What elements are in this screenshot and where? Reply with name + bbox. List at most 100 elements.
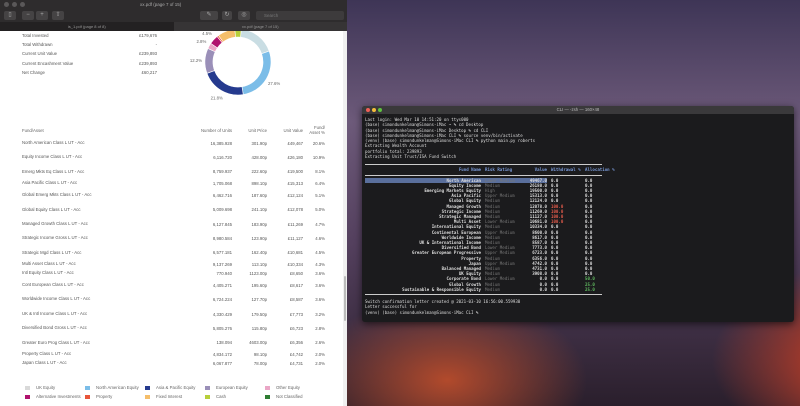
terminal-cell: Corporate Bond: [446, 276, 481, 282]
terminal-title-bar: CLI — -zsh — 160×48: [362, 106, 794, 114]
table-row[interactable]: Property Class L UT - Acc 4,834.172 98.10p…: [22, 350, 327, 359]
terminal-cell: Medium: [485, 271, 500, 277]
markup-pen-icon[interactable]: ✎: [200, 11, 218, 20]
tab-is-1-pdf[interactable]: is_1.pdf (page 8 of 8): [67, 24, 106, 29]
table-row[interactable]: Asia Pacific Class L UT - Acc 1,705.068 89…: [22, 179, 327, 188]
legend-label: Alternative Investments: [36, 394, 81, 399]
terminal-cell: 19500.0: [529, 187, 547, 193]
table-cell: 6,127.845: [212, 221, 232, 227]
table-row[interactable]: Global Equity Class L UT - Acc 5,009.698 2…: [22, 203, 327, 217]
table-row[interactable]: Equity Income Class L UT - Acc 6,116.720 4…: [22, 150, 327, 164]
terminal-cell: 0.0: [551, 182, 559, 188]
tab-bar: is_1.pdf (page 8 of 8) xx.pdf (page 7 of…: [0, 22, 347, 31]
table-row[interactable]: UK & Intl Income Class L UT - Acc 4,330.4…: [22, 307, 327, 321]
terminal-table-row: Managed Growth Medium 12078.0 100.0 0.0: [365, 204, 791, 209]
terminal-cell: 0.0: [585, 193, 593, 199]
donut-slice-uk-equity: [240, 31, 270, 55]
table-cell: 6.4%: [315, 181, 325, 187]
table-cell: 6,724.224: [212, 297, 232, 303]
terminal-cell: 4731.0: [532, 266, 547, 272]
table-cell: £4,731: [289, 361, 303, 367]
terminal-cell: Lower Medium: [481, 177, 521, 183]
legend-label: Cash: [216, 394, 227, 399]
terminal-cell: Strategic Managed: [439, 214, 481, 219]
terminal-cell: Emerging Markets Equity: [424, 187, 481, 193]
table-row[interactable]: Managed Growth Class L UT - Acc 6,127.845…: [22, 217, 327, 231]
terminal-cell: Continental European: [431, 229, 481, 235]
terminal-cell: 0.0: [551, 245, 559, 251]
scrollbar-thumb[interactable]: [344, 276, 346, 321]
terminal-line: (venv) (base) simondunkelman@Simons-iMac…: [365, 138, 536, 144]
terminal-cell: 25.0: [585, 286, 595, 292]
close-button[interactable]: [4, 2, 9, 7]
table-cell: 183.90p: [251, 221, 267, 227]
legend-swatch: [85, 394, 90, 399]
legend-swatch: [205, 385, 210, 390]
terminal-cell: 0.0: [551, 177, 559, 183]
terminal-cell: 0.0: [585, 182, 593, 188]
terminal-cell: 0.0: [551, 286, 559, 292]
terminal-cell: 0.0: [551, 224, 559, 230]
terminal-cell: 0.0: [551, 276, 559, 282]
table-row[interactable]: Worldwide Income Class L UT - Acc 6,724.2…: [22, 293, 327, 307]
summary-value: £179,676: [139, 33, 157, 38]
scrollbar[interactable]: [343, 31, 347, 406]
terminal-cell: 0.0: [551, 229, 559, 235]
table-cell: 3.6%: [315, 271, 325, 277]
summary-label: Total Invested: [22, 33, 49, 38]
table-cell: 3.6%: [315, 297, 325, 303]
table-cell: £8,587: [289, 297, 303, 303]
minimize-button[interactable]: [372, 108, 376, 112]
table-row[interactable]: Emerg Mkts Eq Class L UT - Acc 8,759.937 2…: [22, 165, 327, 179]
zoom-button[interactable]: [378, 108, 382, 112]
table-row[interactable]: Intl Equity Class L UT - Acc 770.940 1123.…: [22, 269, 327, 278]
table-row[interactable]: Cont European Class L UT - Acc 4,405.271 1…: [22, 278, 327, 292]
terminal-cell: 10681.0: [529, 219, 547, 225]
terminal-table-row: Strategic Managed Medium 11127.0 100.0 0.0: [365, 214, 791, 219]
terminal-cell: 0.0: [585, 271, 593, 277]
terminal-cell: Equity Income: [448, 182, 481, 188]
table-row[interactable]: Multi Asset Class L UT - Acc 9,137.269 113…: [22, 260, 327, 269]
terminal-cell: 0.0: [585, 198, 593, 204]
fund-name: North American Class L UT - Acc: [22, 139, 85, 145]
tab-xx-pdf[interactable]: xx.pdf (page 7 of 15): [173, 22, 347, 31]
table-row[interactable]: Greater Euro Prog Class L UT - Acc 138.09…: [22, 336, 327, 350]
minimize-button[interactable]: [12, 2, 17, 7]
terminal-cell: Managed Growth: [446, 203, 481, 209]
search-input[interactable]: Search: [256, 11, 344, 20]
table-row[interactable]: Strategic Mgd Class L UT - Acc 6,577.181 1…: [22, 246, 327, 260]
terminal-cell: Sustainable & Responsible Equity: [402, 286, 481, 292]
zoom-button[interactable]: [20, 2, 25, 7]
zoom-in-icon[interactable]: +: [36, 11, 48, 20]
table-cell: 20.6%: [312, 140, 325, 146]
share-icon[interactable]: ⇧: [52, 11, 64, 20]
terminal-cell: 15313.0: [529, 193, 547, 199]
fund-name: Strategic Mgd Class L UT - Acc: [22, 249, 82, 255]
terminal-cell: 12078.0: [529, 203, 547, 209]
table-cell: £11,127: [287, 236, 303, 242]
terminal-cell: 100.0: [551, 203, 564, 209]
legend-label: UK Equity: [36, 385, 56, 390]
table-row[interactable]: Strategic Income Gross L UT - Acc 8,980.5…: [22, 231, 327, 245]
close-button[interactable]: [366, 108, 370, 112]
sidebar-toggle-icon[interactable]: ▯: [4, 11, 16, 20]
table-row[interactable]: North American Class L UT - Acc 16,385.92…: [22, 136, 327, 150]
terminal-line: Last login: Wed Mar 10 14:51:20 on ttys0…: [365, 117, 469, 122]
zoom-out-icon[interactable]: −: [22, 11, 34, 20]
summary-value: £239,893: [139, 51, 157, 57]
table-row[interactable]: Japan Class L UT - Acc 6,067.877 78.00p £4,…: [22, 359, 327, 368]
terminal-table-row: Global Growth Medium 0.0 0.0 25.0: [365, 282, 791, 287]
fund-name: UK & Intl Income Class L UT - Acc: [22, 310, 88, 316]
legend-item: UK Equity: [25, 385, 55, 390]
table-row[interactable]: Global Emerg Mkts Class L UT - Acc 6,462.…: [22, 188, 327, 202]
terminal-cell: Medium: [485, 224, 500, 230]
table-cell: £8,650: [289, 271, 303, 277]
terminal-cell: 8600.0: [532, 229, 547, 235]
terminal-output[interactable]: Last login: Wed Mar 10 14:51:20 on ttys0…: [362, 114, 794, 318]
table-cell: £12,078: [287, 207, 303, 213]
rotate-icon[interactable]: ↻: [222, 11, 232, 20]
table-row[interactable]: Diversified Bond Gross L UT - Acc 5,805.2…: [22, 321, 327, 335]
annotate-icon[interactable]: ◎: [238, 11, 250, 20]
terminal-cell: Greater European Progressive: [411, 250, 481, 256]
fund-name: Worldwide Income Class L UT - Acc: [22, 296, 91, 302]
